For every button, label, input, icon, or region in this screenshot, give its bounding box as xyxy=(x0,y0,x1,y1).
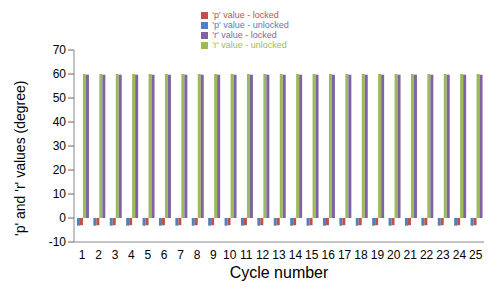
svg-text:15: 15 xyxy=(305,248,319,262)
svg-text:6: 6 xyxy=(161,248,168,262)
svg-text:17: 17 xyxy=(338,248,352,262)
svg-text:5: 5 xyxy=(144,248,151,262)
svg-text:20: 20 xyxy=(53,163,67,177)
svg-text:4: 4 xyxy=(128,248,135,262)
svg-text:40: 40 xyxy=(53,115,67,129)
svg-text:70: 70 xyxy=(53,43,67,57)
html-text:'p' value - locked: 'p' value - locked xyxy=(212,10,279,20)
svg-text:Cycle number: Cycle number xyxy=(230,264,329,281)
svg-text:2: 2 xyxy=(95,248,102,262)
svg-text:'p' and 'r' values (degree): 'p' and 'r' values (degree) xyxy=(12,81,28,236)
svg-text:11: 11 xyxy=(240,248,253,262)
html-text:'r' value - locked: 'r' value - locked xyxy=(212,30,277,40)
html-text:'p' value - unlocked: 'p' value - unlocked xyxy=(212,20,289,30)
svg-text:8: 8 xyxy=(194,248,201,262)
svg-text:23: 23 xyxy=(436,248,450,262)
svg-text:24: 24 xyxy=(453,248,467,262)
svg-text:3: 3 xyxy=(112,248,119,262)
svg-text:60: 60 xyxy=(53,67,67,81)
svg-text:50: 50 xyxy=(53,91,67,105)
svg-text:10: 10 xyxy=(223,248,237,262)
svg-text:7: 7 xyxy=(177,248,184,262)
svg-text:16: 16 xyxy=(322,248,336,262)
svg-text:30: 30 xyxy=(53,139,67,153)
svg-text:21: 21 xyxy=(404,248,418,262)
svg-text:9: 9 xyxy=(210,248,217,262)
svg-text:20: 20 xyxy=(387,248,401,262)
svg-text:14: 14 xyxy=(289,248,303,262)
svg-text:-10: -10 xyxy=(49,235,67,249)
svg-text:19: 19 xyxy=(371,248,385,262)
svg-text:25: 25 xyxy=(469,248,483,262)
svg-text:18: 18 xyxy=(354,248,368,262)
svg-text:1: 1 xyxy=(79,248,86,262)
svg-text:13: 13 xyxy=(272,248,286,262)
svg-text:10: 10 xyxy=(53,187,67,201)
svg-text:22: 22 xyxy=(420,248,434,262)
svg-text:0: 0 xyxy=(59,211,66,225)
svg-text:12: 12 xyxy=(256,248,270,262)
html-text:'r' value - unlocked: 'r' value - unlocked xyxy=(212,40,287,50)
